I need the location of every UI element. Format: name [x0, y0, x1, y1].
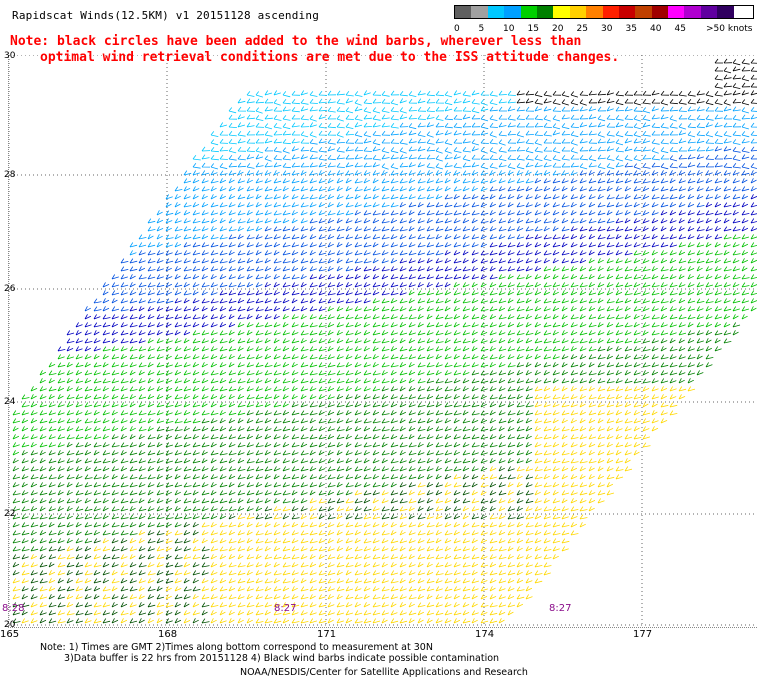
lat-label-26: 26 [4, 284, 16, 294]
legend-swatch [668, 6, 685, 18]
wind-speed-legend: 0 5 10 15 20 25 30 35 40 45 >50 knots [454, 5, 754, 36]
footnote-line1: Note: 1) Times are GMT 2)Times along bot… [40, 642, 433, 653]
legend-swatch [586, 6, 603, 18]
wind-barbs [12, 58, 757, 624]
legend-swatch [651, 6, 669, 18]
legend-swatch [569, 6, 587, 18]
lon-label-168: 168 [158, 629, 178, 640]
legend-labels: 0 5 10 15 20 25 30 35 40 45 >50 knots [454, 24, 754, 36]
legend-label: 30 [601, 24, 613, 34]
legend-swatch [455, 6, 472, 18]
time-label-1: 8:28 [2, 603, 25, 614]
legend-swatch [487, 6, 505, 18]
legend-label: 10 [503, 24, 515, 34]
legend-color-bar [454, 5, 754, 19]
wind-barb-field [9, 55, 757, 627]
lat-label-30: 30 [4, 51, 16, 61]
legend-swatch [618, 6, 636, 18]
legend-label: 20 [552, 24, 564, 34]
warning-note-line2: optimal wind retrieval conditions are me… [40, 50, 620, 65]
warning-note-line1: Note: black circles have been added to t… [10, 34, 582, 49]
lat-label-28: 28 [4, 170, 16, 180]
credit-line: NOAA/NESDIS/Center for Satellite Applica… [240, 667, 528, 678]
lon-label-174: 174 [475, 629, 495, 640]
legend-swatch [553, 6, 570, 18]
wind-map [8, 55, 757, 628]
lat-label-24: 24 [4, 397, 16, 407]
legend-label: 35 [625, 24, 637, 34]
legend-swatch [471, 6, 488, 18]
legend-swatch [684, 6, 701, 18]
legend-label: 25 [576, 24, 588, 34]
legend-label: 15 [527, 24, 539, 34]
lon-label-177: 177 [633, 629, 653, 640]
lat-label-22: 22 [4, 509, 16, 519]
lon-label-171: 171 [317, 629, 337, 640]
legend-label: 0 [454, 24, 460, 34]
time-label-3: 8:27 [549, 603, 572, 614]
legend-label: 45 [674, 24, 686, 34]
time-label-2: 8:27 [274, 603, 297, 614]
legend-swatch [700, 6, 718, 18]
legend-swatch [602, 6, 619, 18]
legend-swatch [635, 6, 652, 18]
legend-swatch [520, 6, 537, 18]
lon-label-165: 165 [0, 629, 20, 640]
legend-label: 40 [650, 24, 662, 34]
legend-unit: >50 knots [706, 24, 753, 34]
map-title: Rapidscat Winds(12.5KM) v1 20151128 asce… [12, 9, 320, 22]
lat-label-20: 20 [4, 620, 16, 630]
legend-swatch [536, 6, 554, 18]
footnote-line2: 3)Data buffer is 22 hrs from 20151128 4)… [64, 653, 500, 664]
legend-label: 5 [478, 24, 485, 34]
legend-swatch [504, 6, 521, 18]
legend-swatch [717, 6, 734, 18]
